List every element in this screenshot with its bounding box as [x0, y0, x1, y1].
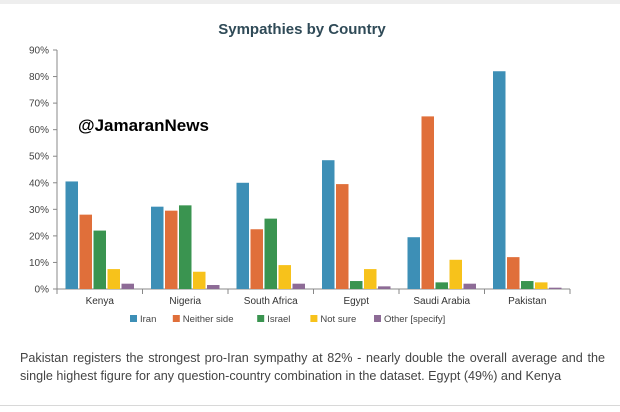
x-tick-label: Saudi Arabia	[413, 296, 470, 307]
x-tick-label: Nigeria	[169, 296, 201, 307]
bar-iran-kenya	[65, 181, 78, 289]
bar-neither-side-pakistan	[507, 257, 520, 289]
watermark: @JamaranNews	[78, 116, 209, 135]
x-tick-label: Pakistan	[508, 296, 546, 307]
bar-israel-pakistan	[521, 281, 534, 289]
bar-other-specify-egypt	[378, 286, 391, 289]
bar-iran-south-africa	[236, 182, 249, 289]
bar-iran-pakistan	[493, 71, 506, 289]
bar-israel-kenya	[93, 230, 106, 289]
bar-israel-nigeria	[179, 205, 192, 289]
legend-label: Not sure	[320, 314, 356, 325]
y-tick-label: 30%	[29, 205, 49, 216]
y-tick-label: 90%	[29, 46, 49, 57]
bar-not-sure-pakistan	[535, 282, 548, 289]
bar-iran-nigeria	[151, 206, 164, 289]
legend-label: Neither side	[183, 314, 234, 325]
y-tick-label: 80%	[29, 72, 49, 83]
bar-not-sure-saudi-arabia	[449, 259, 462, 289]
bar-neither-side-kenya	[79, 214, 92, 289]
bar-other-specify-kenya	[121, 283, 134, 289]
y-tick-label: 20%	[29, 231, 49, 242]
bar-iran-egypt	[322, 160, 335, 289]
legend-swatch	[310, 315, 318, 322]
y-tick-label: 10%	[29, 258, 49, 269]
y-tick-label: 0%	[35, 285, 50, 296]
bar-neither-side-south-africa	[250, 229, 263, 289]
bar-not-sure-egypt	[364, 269, 377, 289]
bar-neither-side-saudi-arabia	[421, 116, 434, 289]
y-tick-label: 50%	[29, 152, 49, 163]
legend-swatch	[257, 315, 265, 322]
legend-label: Other [specify]	[384, 314, 445, 325]
bar-israel-egypt	[350, 281, 363, 289]
bar-israel-saudi-arabia	[435, 282, 448, 289]
y-tick-label: 60%	[29, 125, 49, 136]
legend-label: Israel	[267, 314, 290, 325]
y-tick-label: 40%	[29, 178, 49, 189]
bar-neither-side-nigeria	[165, 210, 178, 289]
x-tick-label: Egypt	[343, 296, 369, 307]
legend-swatch	[172, 315, 180, 322]
legend-swatch	[374, 315, 381, 322]
bottom-divider	[0, 405, 620, 406]
bar-other-specify-pakistan	[549, 287, 562, 289]
bar-chart: Sympathies by Country 0% 10% 20% 30% 40% 50% 60…	[29, 21, 571, 325]
x-tick-label: Kenya	[86, 296, 115, 307]
bar-other-specify-south-africa	[292, 283, 305, 289]
bar-not-sure-kenya	[107, 269, 120, 289]
legend-swatch	[130, 315, 137, 322]
bar-other-specify-saudi-arabia	[463, 283, 476, 289]
bar-not-sure-south-africa	[278, 265, 291, 289]
bar-neither-side-egypt	[336, 184, 349, 289]
chart-title: Sympathies by Country	[218, 21, 386, 38]
legend-label: Iran	[140, 314, 156, 325]
x-tick-label: South Africa	[244, 296, 298, 307]
article-caption: Pakistan registers the strongest pro-Ira…	[20, 351, 605, 383]
bar-other-specify-nigeria	[207, 285, 220, 289]
y-tick-label: 70%	[29, 99, 49, 110]
bar-not-sure-nigeria	[193, 271, 206, 289]
bar-israel-south-africa	[264, 218, 277, 289]
top-strip	[0, 0, 620, 4]
bar-iran-saudi-arabia	[407, 237, 420, 289]
